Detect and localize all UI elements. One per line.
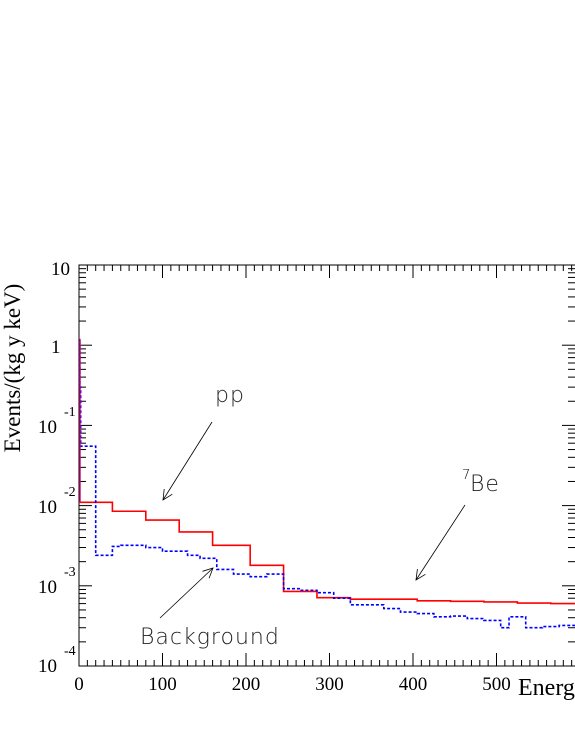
x-tick-label: 100 <box>148 674 177 695</box>
annotation-label: pp <box>215 383 245 408</box>
y-tick-base: 10 <box>38 577 57 598</box>
y-tick-label: 10 -2 <box>38 485 76 518</box>
y-tick-label: 10 -1 <box>38 405 76 438</box>
y-tick-exponent: -3 <box>64 565 76 580</box>
annotation-arrowhead <box>162 489 173 501</box>
x-tick-label: 300 <box>315 674 344 695</box>
plot-border <box>78 264 575 667</box>
y-tick-base: 10 <box>38 497 57 518</box>
axis-ticks <box>78 264 575 667</box>
annotation-label: Background <box>140 625 280 650</box>
annotation-arrow <box>159 567 214 619</box>
annotation-pp: pp <box>162 383 245 501</box>
y-tick-labels: 10 1 10 -1 10 -2 10 -3 10 -4 <box>38 259 76 677</box>
y-tick-base: 10 <box>51 259 70 280</box>
y-axis-title: Events/(kg y keV) <box>0 284 25 453</box>
series-blue-dashed <box>79 341 575 629</box>
y-tick-exponent: -1 <box>64 405 76 420</box>
plot-frame <box>78 264 575 667</box>
y-tick-exponent: -4 <box>64 644 76 659</box>
annotation-label: Be <box>470 472 500 497</box>
annotation-arrowhead <box>415 569 426 581</box>
y-tick-label: 10 <box>51 259 70 280</box>
y-tick-label: 1 <box>51 337 61 358</box>
annotation-arrowhead <box>202 567 214 579</box>
y-tick-base: 10 <box>38 417 57 438</box>
x-tick-label: 400 <box>399 674 428 695</box>
annotation-arrow <box>415 504 466 581</box>
y-tick-label: 10 -3 <box>38 565 76 598</box>
x-tick-labels: 01002003004005006 <box>74 674 511 695</box>
annotation-background: Background <box>140 567 280 650</box>
x-tick-label: 200 <box>232 674 261 695</box>
annotations: pp 7 Be Background <box>140 383 500 650</box>
annotation-superscript: 7 <box>462 468 470 483</box>
series-red-solid <box>79 501 575 605</box>
y-tick-label: 10 -4 <box>38 644 76 677</box>
annotation-be7: 7 Be <box>415 468 500 581</box>
x-tick-label: 500 <box>482 674 511 695</box>
x-axis-title: Energ <box>518 675 575 701</box>
y-tick-base: 10 <box>38 656 57 677</box>
data-series <box>79 338 575 629</box>
y-tick-base: 1 <box>51 337 61 358</box>
y-tick-exponent: -2 <box>64 485 76 500</box>
annotation-arrow <box>162 421 213 501</box>
x-tick-label: 0 <box>74 674 84 695</box>
